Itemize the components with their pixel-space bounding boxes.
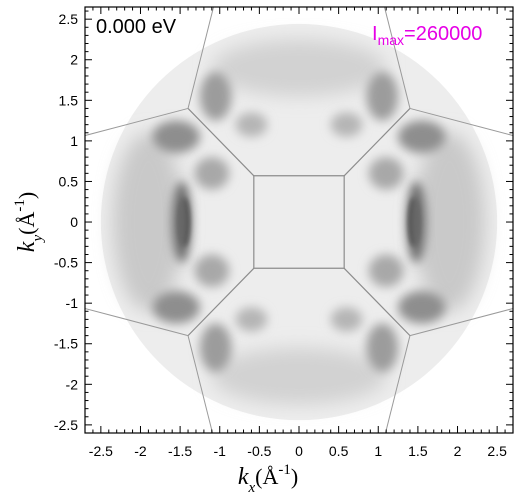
intensity-feature bbox=[235, 112, 268, 137]
detector-disk bbox=[100, 23, 498, 421]
intensity-feature bbox=[194, 254, 230, 287]
y-tick-label: 1.5 bbox=[59, 92, 79, 108]
y-tick-labels: -2.5 -2 -1.5 -1 -0.5 0 0.5 1 1.5 2 2.5 bbox=[54, 11, 78, 433]
bz-diagonal-edge bbox=[187, 267, 255, 337]
bz-outer-edge bbox=[187, 7, 215, 109]
intensity-feature bbox=[398, 120, 446, 154]
x-tick-label: -0.5 bbox=[247, 443, 271, 459]
bz-outer-edge bbox=[409, 307, 513, 337]
energy-label: 0.000 eV bbox=[96, 16, 177, 38]
axis-ticks bbox=[85, 7, 513, 434]
intensity-feature bbox=[152, 291, 200, 324]
y-tick-label: -2 bbox=[66, 376, 79, 392]
x-tick-label: 2.5 bbox=[487, 443, 507, 459]
bz-outer-edge bbox=[85, 107, 189, 137]
x-tick-label: 2 bbox=[454, 443, 462, 459]
intensity-feature bbox=[211, 39, 387, 97]
intensity-feature bbox=[368, 157, 404, 190]
intensity-map bbox=[100, 23, 498, 421]
y-tick-label: -2.5 bbox=[54, 417, 78, 433]
bz-diagonal-edge bbox=[343, 267, 411, 337]
intensity-feature bbox=[194, 157, 230, 190]
intensity-feature bbox=[235, 307, 268, 332]
intensity-max-label: Imax=260000 bbox=[372, 23, 482, 48]
intensity-feature bbox=[398, 291, 446, 324]
intensity-feature bbox=[366, 71, 399, 121]
intensity-feature bbox=[112, 132, 185, 312]
intensity-feature bbox=[366, 323, 399, 373]
bz-diagonal-edge bbox=[343, 108, 411, 177]
x-axis-label: kx(Å-1) bbox=[238, 462, 298, 496]
intensity-feature bbox=[413, 132, 486, 312]
x-tick-label: -2 bbox=[134, 443, 147, 459]
bz-outer-edge bbox=[85, 307, 189, 337]
x-tick-label: 1 bbox=[374, 443, 382, 459]
x-tick-label: -1 bbox=[214, 443, 227, 459]
intensity-feature bbox=[172, 181, 192, 263]
x-tick-label: -2.5 bbox=[89, 443, 113, 459]
x-tick-label: -1.5 bbox=[168, 443, 192, 459]
y-tick-label: 2 bbox=[70, 52, 78, 68]
y-tick-label: -0.5 bbox=[54, 255, 78, 271]
x-tick-labels: -2.5 -2 -1.5 -1 -0.5 0 0.5 1 1.5 2 2.5 bbox=[89, 443, 507, 459]
intensity-feature bbox=[199, 323, 232, 373]
x-tick-label: 1.5 bbox=[408, 443, 428, 459]
intensity-feature bbox=[199, 71, 232, 121]
intensity-feature bbox=[406, 181, 426, 263]
intensity-feature bbox=[330, 307, 363, 332]
x-tick-label: 0 bbox=[295, 443, 303, 459]
y-tick-label: 0.5 bbox=[59, 173, 79, 189]
x-tick-label: 0.5 bbox=[329, 443, 349, 459]
brillouin-zone-boundary bbox=[85, 7, 513, 433]
intensity-feature bbox=[330, 112, 363, 137]
y-axis-label: ky(Å-1) bbox=[12, 192, 46, 252]
bz-outer-edge bbox=[383, 7, 411, 109]
intensity-feature bbox=[368, 254, 404, 287]
bz-outer-edge bbox=[409, 107, 513, 137]
y-tick-label: -1 bbox=[66, 295, 79, 311]
bz-diagonal-edge bbox=[187, 108, 255, 177]
y-tick-label: -1.5 bbox=[54, 336, 78, 352]
y-tick-label: 0 bbox=[70, 214, 78, 230]
y-tick-label: 1 bbox=[70, 133, 78, 149]
intensity-features bbox=[112, 39, 486, 405]
intensity-feature bbox=[211, 347, 387, 405]
intensity-feature bbox=[152, 120, 200, 154]
y-tick-label: 2.5 bbox=[59, 11, 79, 27]
